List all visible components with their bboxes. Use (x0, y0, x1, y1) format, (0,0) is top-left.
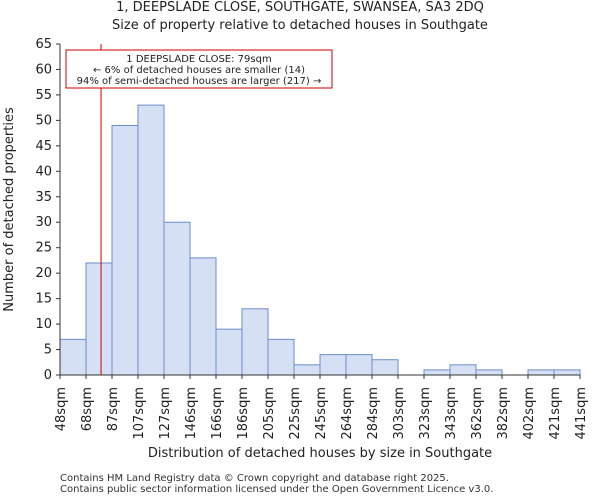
x-tick-label: 362sqm (470, 387, 485, 440)
bar (475, 369, 503, 376)
y-axis-title: Number of detached properties (2, 107, 17, 312)
x-tick-label: 87sqm (106, 387, 121, 431)
y-tick-label: 45 (35, 139, 52, 154)
chart-subtitle: Size of property relative to detached ho… (112, 18, 488, 33)
annotation-box (65, 49, 333, 89)
y-tick-label: 0 (44, 368, 52, 383)
x-tick-label: 343sqm (444, 387, 459, 440)
bar (189, 257, 217, 376)
annotation-line-2: ← 6% of detached houses are smaller (14) (93, 65, 305, 76)
y-tick-label: 20 (35, 266, 52, 281)
bar (345, 354, 373, 376)
bar (137, 104, 165, 376)
x-tick-label: 166sqm (210, 387, 225, 440)
bar (241, 308, 269, 376)
bar (215, 328, 243, 376)
x-tick-label: 146sqm (184, 387, 199, 440)
x-tick-label: 303sqm (392, 387, 407, 440)
x-tick-label: 264sqm (340, 387, 355, 440)
bar (85, 262, 113, 376)
x-tick-label: 402sqm (522, 387, 537, 440)
x-tick-label: 225sqm (288, 387, 303, 440)
bar (371, 359, 399, 376)
y-tick-label: 60 (35, 62, 52, 77)
y-tick-label: 65 (35, 37, 52, 52)
y-tick-label: 5 (44, 343, 52, 358)
bar (267, 338, 295, 376)
y-tick-label: 25 (35, 241, 52, 256)
y-tick-label: 40 (35, 164, 52, 179)
x-tick-label: 127sqm (158, 387, 173, 440)
x-tick-label: 68sqm (80, 387, 95, 431)
footer-line-2: Contains public sector information licen… (60, 484, 494, 495)
x-tick-label: 441sqm (574, 387, 589, 440)
y-tick-label: 10 (35, 317, 52, 332)
x-tick-label: 107sqm (132, 387, 147, 440)
x-tick-label: 284sqm (366, 387, 381, 440)
x-tick-label: 323sqm (418, 387, 433, 440)
x-tick-label: 186sqm (236, 387, 251, 440)
footer-line-1: Contains HM Land Registry data © Crown c… (60, 473, 449, 484)
y-tick-label: 50 (35, 113, 52, 128)
bar (449, 364, 477, 376)
annotation-line-3: 94% of semi-detached houses are larger (… (77, 76, 322, 87)
y-tick-label: 30 (35, 215, 52, 230)
x-tick-label: 205sqm (262, 387, 277, 440)
bar (293, 364, 321, 376)
bar (553, 369, 581, 376)
bar (163, 221, 191, 376)
bar (423, 369, 451, 376)
bar (111, 124, 139, 376)
x-tick-label: 421sqm (548, 387, 563, 440)
y-tick-label: 15 (35, 292, 52, 307)
bar (59, 338, 87, 376)
chart-title: 1, DEEPSLADE CLOSE, SOUTHGATE, SWANSEA, … (116, 0, 484, 15)
y-tick-label: 35 (35, 190, 52, 205)
x-tick-label: 245sqm (314, 387, 329, 440)
bar (527, 369, 555, 376)
x-axis-title: Distribution of detached houses by size … (148, 446, 492, 461)
x-tick-label: 382sqm (496, 387, 511, 440)
x-tick-label: 48sqm (54, 387, 69, 431)
y-tick-label: 55 (35, 88, 52, 103)
annotation-line-1: 1 DEEPSLADE CLOSE: 79sqm (126, 54, 271, 65)
bar (319, 354, 347, 376)
